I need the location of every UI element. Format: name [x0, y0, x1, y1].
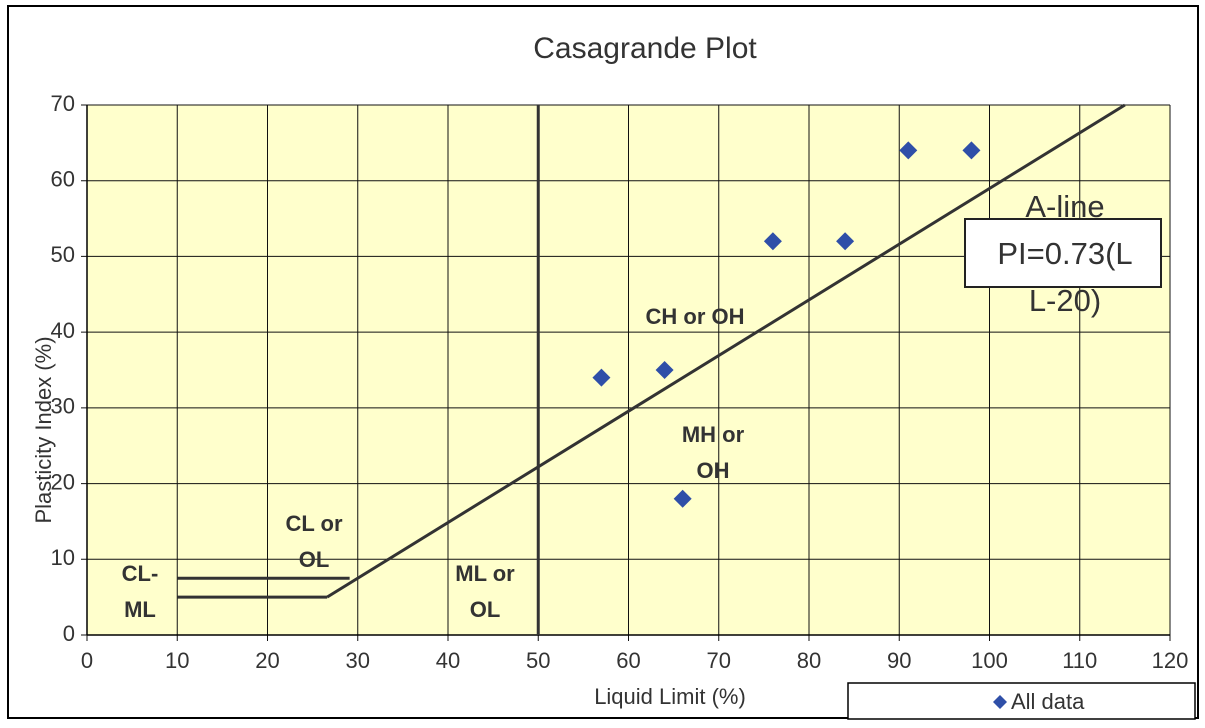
y-tick-label: 70 [51, 91, 75, 116]
annotation: OH [697, 458, 730, 483]
annotation: PI=0.73(L [997, 236, 1132, 271]
x-tick-label: 50 [526, 648, 550, 673]
y-tick-label: 50 [51, 242, 75, 267]
data-point [962, 141, 981, 160]
x-tick-label: 60 [616, 648, 640, 673]
y-tick-label: 40 [51, 318, 75, 343]
x-tick-label: 80 [797, 648, 821, 673]
legend-label: All data [1011, 689, 1085, 714]
data-point [763, 232, 782, 251]
x-tick-label: 20 [255, 648, 279, 673]
x-tick-label: 10 [165, 648, 189, 673]
annotation: ML [124, 597, 156, 622]
annotation: OL [299, 547, 330, 572]
annotation: A-line [1025, 189, 1104, 224]
legend-marker [993, 695, 1007, 709]
x-tick-label: 90 [887, 648, 911, 673]
y-tick-label: 10 [51, 545, 75, 570]
y-tick-label: 30 [51, 394, 75, 419]
x-tick-label: 0 [81, 648, 93, 673]
annotation: CL or [285, 511, 342, 536]
y-tick-label: 60 [51, 167, 75, 192]
annotation: OL [470, 597, 501, 622]
annotation: MH or [682, 422, 745, 447]
y-axis-label: Plasticity Index (%) [31, 336, 56, 523]
annotation-box [964, 218, 1162, 288]
data-point [836, 232, 855, 251]
data-point [673, 489, 692, 508]
annotation: CH or OH [646, 304, 745, 329]
annotation: L-20) [1029, 283, 1101, 318]
data-point [655, 361, 674, 379]
annotation: ML or [455, 561, 515, 586]
x-tick-label: 30 [346, 648, 370, 673]
chart-title: Casagrande Plot [533, 32, 757, 65]
annotation: CL- [122, 561, 159, 586]
x-tick-label: 100 [971, 648, 1008, 673]
legend [847, 682, 1196, 720]
y-tick-label: 0 [63, 621, 75, 646]
x-axis-label: Liquid Limit (%) [594, 684, 746, 709]
x-tick-label: 110 [1062, 648, 1097, 673]
y-tick-label: 20 [51, 469, 75, 494]
x-tick-label: 120 [1152, 648, 1189, 673]
x-tick-label: 70 [707, 648, 731, 673]
boundary-line [326, 103, 1126, 599]
data-point [899, 141, 918, 160]
data-point [592, 368, 611, 387]
x-tick-label: 40 [436, 648, 460, 673]
